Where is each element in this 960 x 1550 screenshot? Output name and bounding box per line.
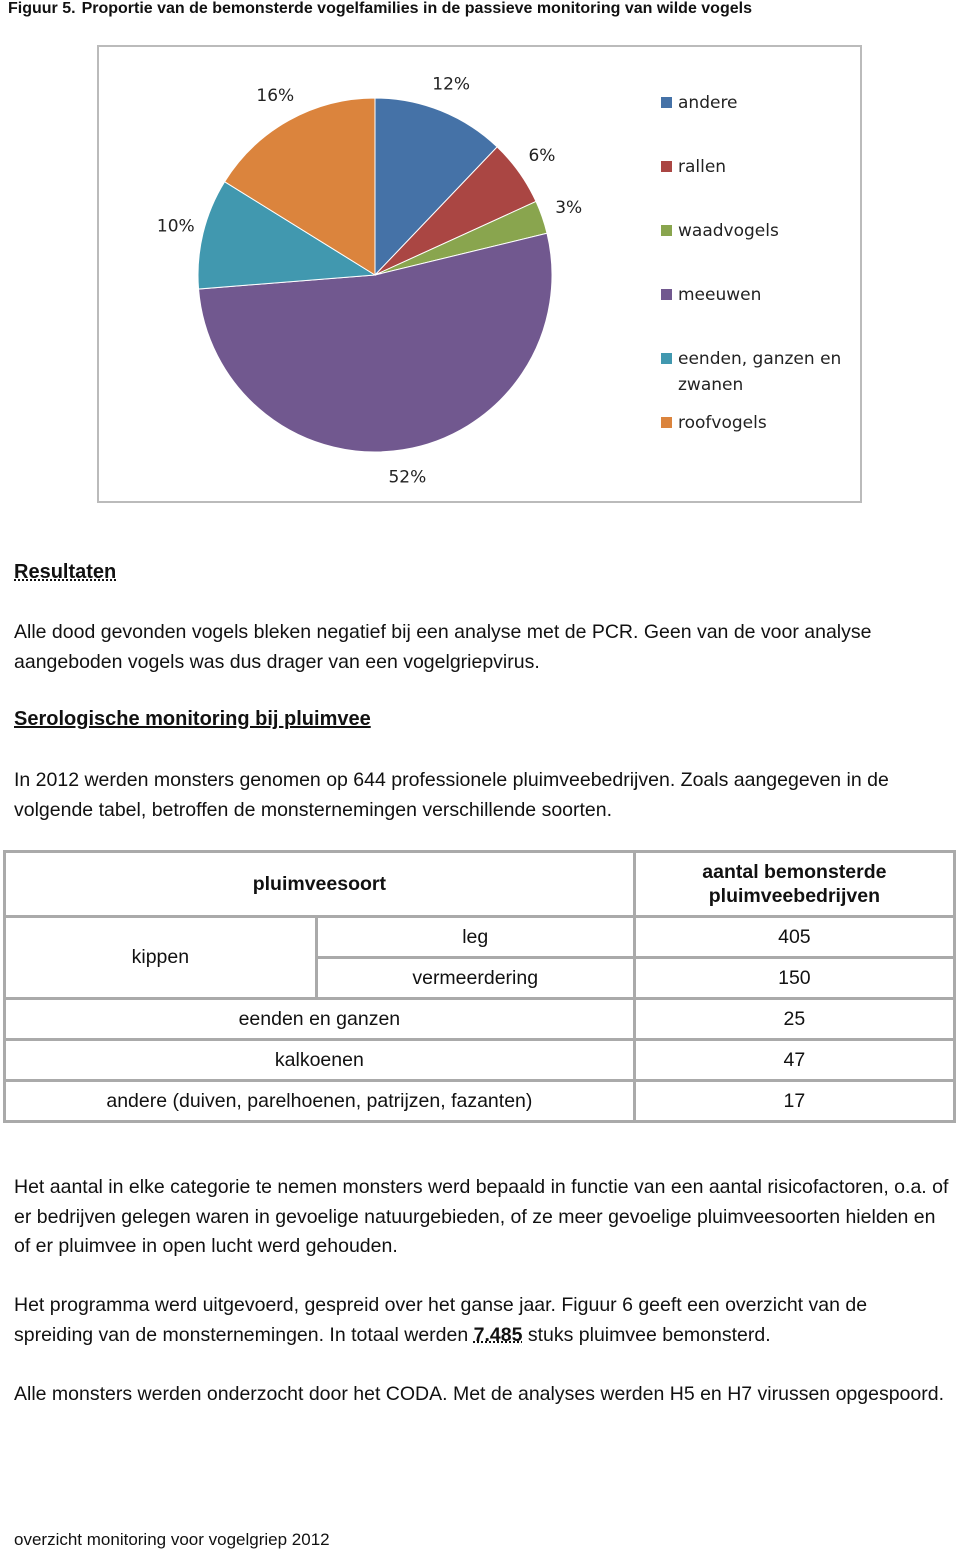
table-cell: eenden en ganzen	[3, 997, 636, 1041]
legend-label: rallen	[678, 157, 727, 177]
table-cell: kalkoenen	[3, 1038, 636, 1082]
table-cell: 405	[632, 915, 957, 959]
paragraph: Alle dood gevonden vogels bleken negatie…	[14, 621, 872, 673]
caption-label: Figuur 5.	[8, 0, 76, 17]
legend-swatch	[661, 161, 672, 172]
chart: 12% 6% 3% 52% 10% 16% andere rallen waadvogels m…	[97, 45, 862, 503]
legend-swatch	[661, 353, 672, 364]
data-label: 6%	[528, 146, 555, 166]
legend-swatch	[661, 225, 672, 236]
table: pluimveesoort aantal bemonsterde pluimvee…	[3, 850, 957, 1123]
paragraph: Het aantal in elke categorie te nemen mo…	[14, 1173, 949, 1262]
legend-swatch	[661, 417, 672, 428]
table-header: aantal bemonsterde pluimveebedrijven	[632, 850, 957, 918]
legend-entry: waadvogels	[661, 218, 868, 244]
table-cell: vermeerdering	[314, 956, 636, 1000]
pie-slice	[198, 232, 553, 453]
legend-label: waadvogels	[678, 221, 779, 241]
paragraph: Alle monsters werden onderzocht door het…	[14, 1380, 949, 1410]
legend-label: roofvogels	[678, 413, 767, 433]
legend-entry: andere	[661, 90, 868, 116]
pie-slice	[223, 97, 376, 276]
data-label: 52%	[388, 467, 426, 487]
table-cell: 150	[632, 956, 957, 1000]
legend-swatch	[661, 289, 672, 300]
text: Het aantal in elke categorie te nemen mo…	[14, 1176, 949, 1257]
heading: Resultaten	[14, 561, 117, 583]
figure-caption: Figuur 5. Proportie van de bemonsterde vo…	[8, 0, 752, 18]
data-label: 3%	[555, 198, 582, 218]
text: Alle monsters werden onderzocht door het…	[14, 1383, 944, 1405]
text: Het programma werd uitgevoerd, gespreid …	[14, 1294, 868, 1346]
data-label: 10%	[157, 217, 195, 237]
table-cell: leg	[314, 915, 636, 959]
text: stuks pluimvee bemonsterd.	[522, 1323, 771, 1346]
footer: overzicht monitoring voor vogelgriep 201…	[14, 1530, 330, 1549]
heading: Serologische monitoring bij pluimvee	[14, 708, 371, 730]
table-cell: 47	[632, 1038, 957, 1082]
legend-label: eenden, ganzen en zwanen	[678, 349, 842, 395]
table-cell: 25	[632, 997, 957, 1041]
pie-chart: 12% 6% 3% 52% 10% 16%	[157, 75, 582, 488]
legend-entry: roofvogels	[661, 410, 868, 436]
legend-label: meeuwen	[678, 285, 762, 305]
data-label: 12%	[432, 75, 470, 95]
paragraph: In 2012 werden monsters genomen op 644 p…	[14, 769, 889, 821]
legend-entry: rallen	[661, 154, 868, 180]
caption-title: Proportie van de bemonsterde vogelfamili…	[81, 0, 752, 17]
table-cell: kippen	[3, 915, 318, 1000]
text: 7.485	[473, 1323, 523, 1346]
data-label: 16%	[256, 86, 294, 106]
table-header: pluimveesoort	[3, 850, 636, 918]
legend-swatch	[661, 97, 672, 108]
pie-slice	[374, 97, 498, 277]
legend-entry: eenden, ganzen en zwanen	[661, 346, 868, 398]
paragraph: Het programma werd uitgevoerd, gespreid …	[14, 1291, 949, 1350]
table-cell: 17	[632, 1079, 957, 1123]
pie-slice	[197, 180, 377, 290]
legend-entry: meeuwen	[661, 282, 868, 308]
table-cell: andere (duiven, parelhoenen, patrijzen, …	[3, 1079, 636, 1123]
legend-label: andere	[678, 93, 738, 113]
